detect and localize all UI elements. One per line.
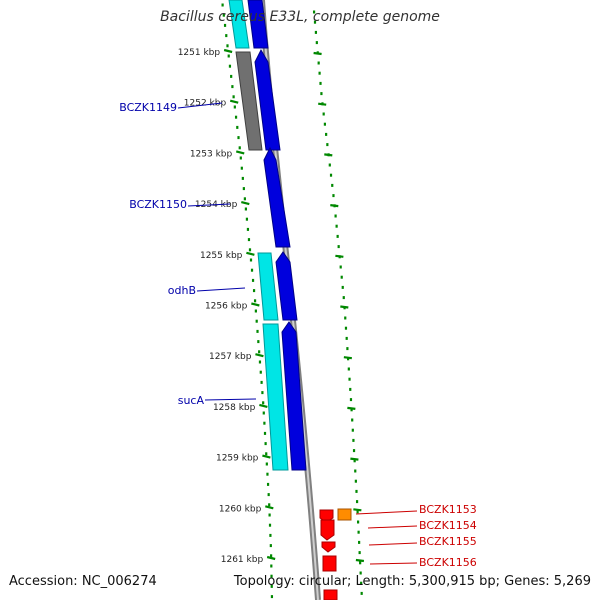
major-tick [265, 505, 274, 510]
cds-blue-1150 [263, 146, 291, 248]
major-tick [259, 403, 268, 408]
major-tick-outer [353, 508, 362, 512]
cds-orange-1153 [337, 508, 352, 521]
major-tick-outer [350, 457, 359, 461]
cds-blue-odhB [275, 251, 298, 321]
cds-red-bottom [323, 589, 338, 600]
cds-blue-top [247, 0, 269, 49]
outer-minor-ticks [312, 10, 363, 595]
major-tick [266, 555, 276, 561]
gene-label-BCZK1153[interactable]: BCZK1153 [419, 503, 477, 516]
major-tick [251, 302, 260, 307]
cds-red-1154 [320, 519, 335, 541]
left-gene-labels: BCZK1149 BCZK1150 odhB sucA [119, 101, 257, 407]
major-tick [235, 150, 245, 155]
tick-label: 1255 kbp [200, 251, 243, 261]
cds-red-1155 [321, 541, 336, 553]
inner-minor-ticks [221, 3, 274, 599]
gene-label-BCZK1150[interactable]: BCZK1150 [129, 198, 187, 211]
tick-label: 1257 kbp [209, 352, 252, 362]
major-tick-outer [343, 356, 353, 360]
cds-cyan-top [228, 0, 250, 49]
gene-label-BCZK1156[interactable]: BCZK1156 [419, 556, 477, 569]
cds-blue-sucA [281, 321, 307, 471]
major-tick-outer [313, 51, 322, 56]
major-tick [246, 251, 255, 256]
gene-label-BCZK1154[interactable]: BCZK1154 [419, 519, 477, 532]
major-tick [223, 48, 233, 54]
gene-label-odhB[interactable]: odhB [168, 284, 196, 297]
tick-label: 1252 kbp [184, 99, 227, 109]
major-tick-outer [318, 102, 327, 106]
tick-label: 1253 kbp [190, 149, 233, 159]
major-tick [241, 201, 250, 206]
gene-label-sucA[interactable]: sucA [178, 394, 205, 407]
right-gene-labels: BCZK1153 BCZK1154 BCZK1155 BCZK1156 [355, 503, 477, 569]
major-tick-outer [340, 305, 349, 309]
tick-label: 1256 kbp [205, 302, 248, 312]
tick-label: 1258 kbp [213, 403, 256, 413]
major-tick-outer [347, 406, 356, 410]
genome-title: Bacillus cereus E33L, complete genome [160, 9, 440, 25]
major-tick [229, 99, 239, 104]
tick-label: 1261 kbp [221, 555, 264, 565]
major-tick [255, 353, 264, 358]
cds-cyan-odhB [257, 252, 279, 321]
major-tick-outer [335, 254, 344, 258]
cds-blue-1149 [254, 48, 281, 151]
major-tick-outer [330, 204, 339, 208]
tick-label: 1259 kbp [216, 454, 259, 464]
genome-summary: Topology: circular; Length: 5,300,915 bp… [233, 574, 591, 589]
accession-text: Accession: NC_006274 [9, 574, 157, 589]
tick-label: 1260 kbp [219, 504, 262, 514]
cds-gray-1149 [235, 51, 263, 151]
gene-label-BCZK1149[interactable]: BCZK1149 [119, 101, 177, 114]
cds-red-1156 [322, 555, 337, 572]
cds-cyan-sucA [262, 323, 289, 471]
gene-label-BCZK1155[interactable]: BCZK1155 [419, 535, 477, 548]
tick-label: 1251 kbp [178, 48, 221, 58]
major-tick-outer [355, 558, 365, 563]
major-tick-outer [324, 153, 333, 157]
major-tick [262, 454, 271, 459]
